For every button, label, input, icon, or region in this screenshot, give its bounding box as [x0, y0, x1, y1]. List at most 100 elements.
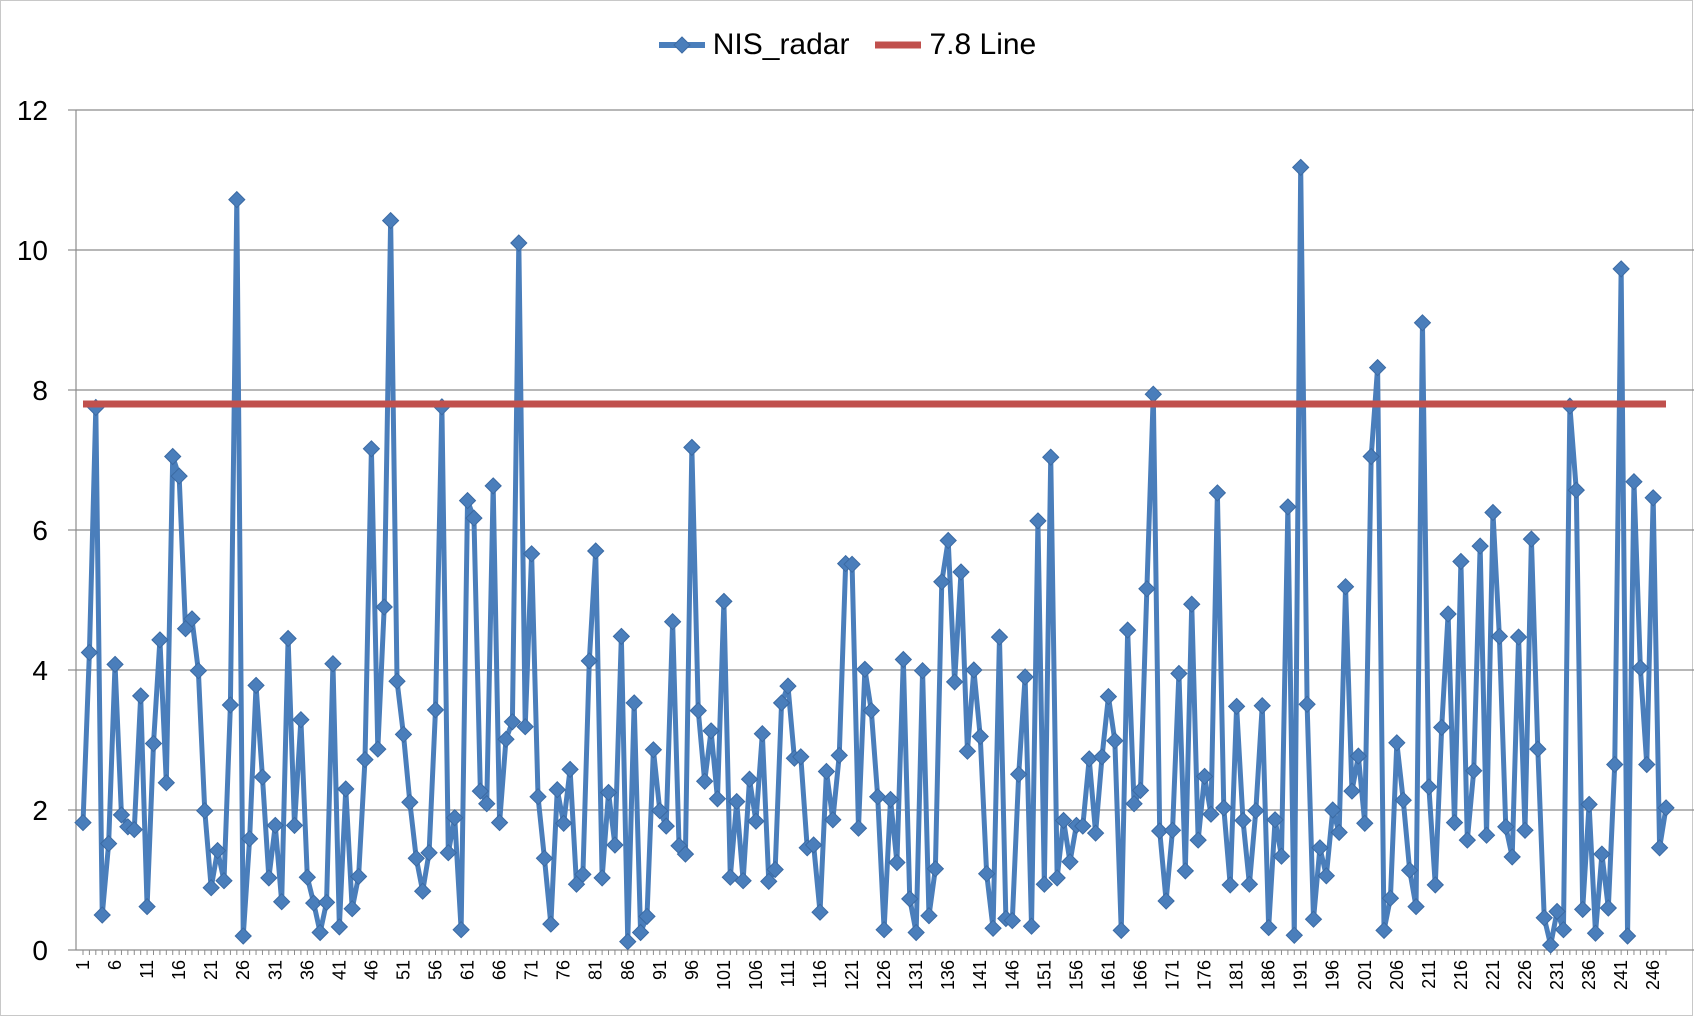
data-point — [1240, 875, 1259, 893]
data-point — [1266, 811, 1284, 829]
data-point — [1432, 718, 1451, 737]
data-point — [606, 836, 624, 854]
data-point — [1054, 811, 1073, 830]
data-point — [1638, 755, 1656, 774]
data-point — [1138, 580, 1156, 598]
y-tick-label: 10 — [17, 235, 48, 266]
x-tick-label: 246 — [1643, 960, 1663, 990]
data-point — [1426, 876, 1444, 894]
x-tick-label: 161 — [1098, 960, 1118, 990]
data-point — [625, 694, 643, 712]
data-point — [330, 918, 349, 936]
x-tick-label: 181 — [1227, 960, 1247, 990]
y-tick-label: 2 — [32, 795, 48, 826]
data-point — [1003, 911, 1021, 930]
data-point — [772, 694, 791, 712]
data-point — [1503, 848, 1521, 866]
x-tick-label: 41 — [329, 960, 349, 980]
data-point — [1118, 621, 1137, 639]
y-axis: 0 2 4 6 8 10 12 — [17, 95, 77, 966]
series-nis-radar — [74, 158, 1675, 954]
data-point — [1234, 811, 1252, 830]
legend-line-icon — [875, 41, 922, 49]
data-point — [1490, 627, 1509, 646]
data-point — [1420, 778, 1438, 796]
data-point — [907, 923, 925, 942]
data-point — [1324, 801, 1342, 819]
data-point — [189, 661, 208, 680]
x-tick-label: 1 — [73, 960, 93, 970]
data-point — [1080, 750, 1098, 768]
data-point — [868, 787, 887, 806]
legend-label-nis-radar: NIS_radar — [712, 28, 850, 61]
data-point — [535, 849, 554, 868]
data-point — [619, 932, 637, 951]
data-point — [830, 746, 848, 765]
data-point — [1529, 740, 1547, 758]
data-point — [779, 677, 797, 695]
data-point — [574, 865, 592, 884]
data-point — [516, 717, 534, 736]
data-point — [740, 770, 759, 788]
data-point — [1586, 924, 1605, 942]
x-tick-label: 121 — [842, 960, 862, 990]
data-point — [1086, 824, 1105, 842]
x-tick-label: 241 — [1611, 960, 1631, 990]
data-point — [337, 780, 355, 798]
data-point — [542, 915, 560, 933]
data-point — [362, 440, 381, 458]
data-point — [426, 701, 445, 719]
data-point — [1035, 875, 1054, 893]
y-tick-label: 0 — [32, 935, 48, 966]
x-tick-label: 116 — [810, 960, 830, 989]
data-point — [349, 867, 368, 886]
data-point — [234, 927, 252, 945]
legend-line-marker-icon — [658, 36, 705, 54]
data-point — [1356, 814, 1374, 833]
data-point — [253, 768, 272, 786]
data-point — [1606, 755, 1624, 774]
data-point — [343, 899, 361, 918]
data-point — [971, 727, 989, 746]
data-point — [490, 813, 509, 832]
data-point — [792, 748, 810, 766]
data-point — [522, 545, 541, 563]
data-point — [715, 592, 733, 611]
data-point — [266, 816, 284, 835]
y-tick-label: 12 — [17, 95, 48, 126]
y-tick-label: 4 — [32, 655, 48, 686]
data-point — [324, 654, 342, 673]
data-point — [1093, 748, 1111, 766]
data-point — [862, 701, 881, 720]
data-point — [1541, 936, 1560, 954]
data-point — [465, 509, 483, 527]
data-point — [221, 696, 240, 714]
data-point — [1375, 921, 1393, 940]
x-tick-label: 231 — [1547, 960, 1567, 990]
data-point — [240, 829, 259, 848]
x-tick-label: 166 — [1130, 960, 1150, 990]
data-point — [305, 894, 323, 912]
data-point — [638, 907, 656, 926]
x-tick-label: 131 — [906, 960, 926, 990]
data-point — [894, 650, 913, 669]
data-point — [529, 787, 547, 806]
data-point — [766, 860, 784, 879]
nis-radar-line — [80, 164, 1669, 948]
data-point — [484, 477, 502, 495]
data-point — [1497, 818, 1515, 836]
data-point — [1259, 918, 1278, 937]
data-point — [208, 841, 227, 860]
data-point — [1074, 817, 1092, 835]
data-point — [926, 860, 945, 878]
data-point — [1618, 927, 1637, 945]
data-point — [1291, 158, 1310, 177]
data-point — [817, 762, 836, 781]
data-point — [1439, 605, 1457, 623]
data-point — [676, 845, 695, 863]
data-point — [1580, 795, 1598, 814]
data-point — [1253, 696, 1271, 715]
data-point — [1452, 552, 1470, 571]
